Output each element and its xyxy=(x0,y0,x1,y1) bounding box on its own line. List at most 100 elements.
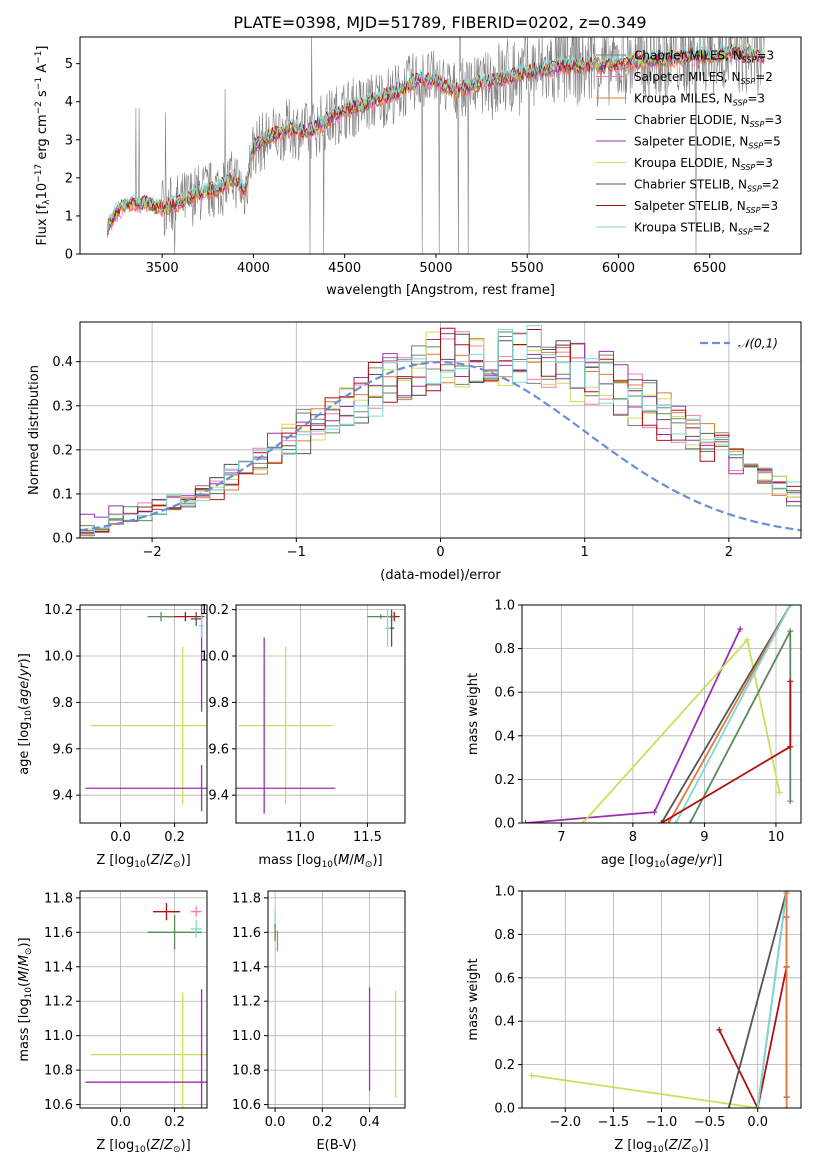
y-tick-label: 9.8 xyxy=(52,696,73,711)
axes-frame xyxy=(521,890,802,1109)
y-tick-label: 11.2 xyxy=(44,995,73,1010)
errorbar-point xyxy=(90,646,207,805)
weight-line xyxy=(718,966,788,1108)
weight-marker xyxy=(787,743,794,750)
weight-marker xyxy=(687,820,694,823)
y-tick-label: 9.6 xyxy=(208,742,229,757)
y-tick-label: 10.2 xyxy=(200,603,229,618)
x-tick-label: 11.5 xyxy=(353,830,382,845)
y-tick-label: 11.6 xyxy=(232,926,261,941)
plot-area xyxy=(85,605,207,812)
ebv-mass-panel: 0.0 0.2 0.4 10.6 10.8 11.0 11.2 11.4 11.6 11.8 E(B… xyxy=(232,890,406,1153)
legend-entry: Salpeter MILES, NSSP=2 xyxy=(634,70,773,86)
y-tick-label: 1 xyxy=(65,209,73,224)
x-tick-label: 7 xyxy=(557,830,565,845)
y-tick-label: 11.6 xyxy=(44,926,73,941)
x-tick-label: 9 xyxy=(700,830,708,845)
errorbar-point xyxy=(190,920,202,938)
y-tick-label: 0.4 xyxy=(494,729,515,744)
x-tick-label: 0.2 xyxy=(312,1115,333,1130)
weight-line xyxy=(667,605,792,823)
y-tick-label: 1.0 xyxy=(494,885,515,900)
errorbar-point xyxy=(147,611,175,622)
y-tick-label: 0.8 xyxy=(494,928,515,943)
y-tick-label: 11.8 xyxy=(44,891,73,906)
y-tick-label: 5 xyxy=(65,57,73,72)
y-tick-label: 0.4 xyxy=(494,1015,515,1030)
y-tick-label: 2 xyxy=(65,171,73,186)
legend-entry: Chabrier MILES, NSSP=3 xyxy=(634,49,774,65)
axes-frame xyxy=(79,321,802,539)
residuals-panel: −2 −1 0 1 2 0.0 0.1 0.2 0.3 0.4 𝒩(0,1) (data-model)… xyxy=(27,321,802,583)
legend-entry: Kroupa ELODIE, NSSP=3 xyxy=(634,156,773,172)
y-tick-label: 0.0 xyxy=(52,532,73,547)
y-tick-label: 0.2 xyxy=(494,1058,515,1073)
y-tick-label: 0 xyxy=(65,248,73,263)
plot-area xyxy=(522,605,794,823)
y-tick-label: 11.4 xyxy=(232,960,261,975)
x-tick-label: 5500 xyxy=(511,261,544,276)
weight-marker xyxy=(725,1105,732,1108)
axes-frame xyxy=(521,604,802,824)
y-tick-label: 0.1 xyxy=(52,487,73,502)
y-tick-label: 11.0 xyxy=(44,1029,73,1044)
x-tick-label: 6000 xyxy=(602,261,635,276)
y-axis-label: mass weight xyxy=(466,673,481,755)
weight-marker xyxy=(522,820,529,823)
x-tick-label: 3500 xyxy=(146,261,179,276)
weight-marker xyxy=(787,628,794,635)
y-axis-label: Normed distribution xyxy=(27,365,42,495)
weight-marker xyxy=(716,1026,723,1033)
y-tick-label: 0.0 xyxy=(494,817,515,832)
y-tick-label: 11.0 xyxy=(232,1029,261,1044)
x-tick-label: 0 xyxy=(436,545,444,560)
weight-marker xyxy=(783,1105,790,1108)
errorbar-point xyxy=(152,903,180,921)
y-tick-label: 9.8 xyxy=(208,696,229,711)
y-tick-label: 0.8 xyxy=(494,642,515,657)
x-axis-label: Z [log10(Z/Z⊙)] xyxy=(614,1138,708,1155)
y-tick-label: 9.4 xyxy=(52,789,73,804)
z-weight-panel: −2.0 −1.5 −1.0 −0.5 0.0 0.0 0.2 0.4 0.6 0.8 1.0 Z [… xyxy=(466,885,802,1155)
mass-age-panel: 11.0 11.5 9.4 9.6 9.8 10.0 10.2 mass [log10(M/M… xyxy=(200,603,406,870)
x-axis-label: age [log10(age/yr)] xyxy=(601,853,723,870)
y-tick-label: 10.8 xyxy=(44,1064,73,1079)
plot-area xyxy=(236,609,400,814)
y-axis-label: age [log10(age/yr)] xyxy=(17,653,34,775)
weight-marker xyxy=(787,605,794,608)
residuals-legend: 𝒩(0,1) xyxy=(700,337,778,351)
y-tick-label: 0.6 xyxy=(494,971,515,986)
y-tick-label: 10.2 xyxy=(44,603,73,618)
x-tick-label: 8 xyxy=(629,830,637,845)
z-age-panel: 0.0 0.2 9.4 9.6 9.8 10.0 10.2 Z [log10(Z/Z⊙)] ag… xyxy=(17,603,208,870)
weight-line xyxy=(660,605,792,823)
x-axis-label: wavelength [Angstrom, rest frame] xyxy=(326,283,555,298)
axes-frame xyxy=(79,604,208,824)
y-tick-label: 10.6 xyxy=(44,1098,73,1113)
axes-frame xyxy=(79,36,802,255)
weight-marker xyxy=(744,636,751,643)
plot-area xyxy=(528,891,790,1108)
errorbar-point xyxy=(85,765,207,812)
histogram-kroupa-stelib xyxy=(80,325,801,535)
y-tick-label: 3 xyxy=(65,133,73,148)
x-tick-label: 0.4 xyxy=(359,1115,380,1130)
x-tick-label: 5000 xyxy=(419,261,452,276)
x-tick-label: 4500 xyxy=(328,261,361,276)
z-mass-panel: 0.0 0.2 10.6 10.8 11.0 11.2 11.4 11.6 11.8 Z [log… xyxy=(17,890,208,1155)
errorbar-point xyxy=(367,614,395,619)
y-axis-label: Flux [fλ10−17 erg cm−2 s−1 A−1] xyxy=(34,46,52,246)
y-tick-label: 11.8 xyxy=(232,891,261,906)
weight-marker xyxy=(579,820,586,823)
y-axis-label: mass weight xyxy=(466,958,481,1040)
x-tick-label: −0.5 xyxy=(694,1115,726,1130)
errorbar-point xyxy=(238,646,333,805)
y-tick-label: 0.4 xyxy=(52,355,73,370)
plot-area xyxy=(85,903,207,1108)
weight-marker xyxy=(651,809,658,816)
errorbar-point xyxy=(198,614,205,638)
figure-title: PLATE=0398, MJD=51789, FIBERID=0202, z=0… xyxy=(233,13,646,32)
legend-entry: Salpeter STELIB, NSSP=3 xyxy=(634,199,778,215)
histogram-salpeter-stelib xyxy=(80,327,801,534)
